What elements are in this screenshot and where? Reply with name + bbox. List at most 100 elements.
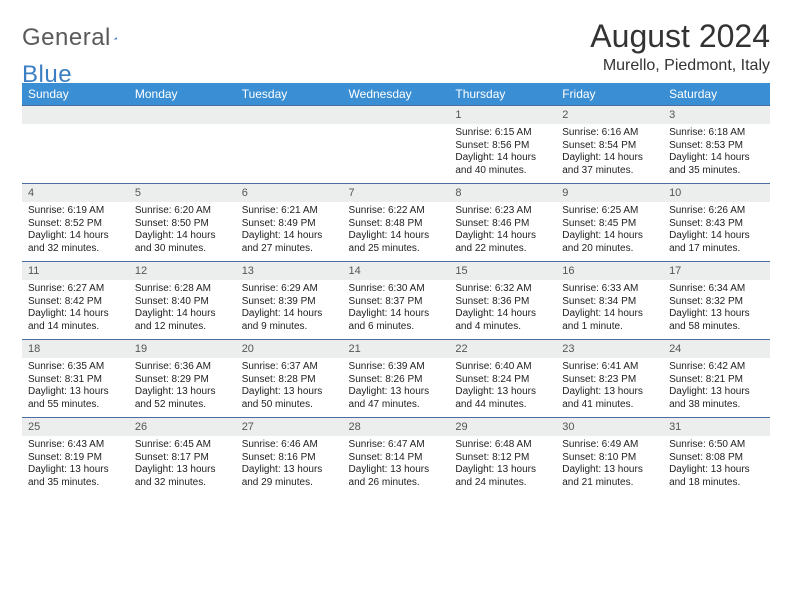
day-info: Sunrise: 6:27 AMSunset: 8:42 PMDaylight:…: [22, 280, 129, 339]
day-info-line: and 12 minutes.: [135, 321, 230, 334]
day-number: 3: [663, 105, 770, 124]
day-info-line: Sunrise: 6:22 AM: [349, 205, 444, 218]
day-info-line: Sunrise: 6:23 AM: [455, 205, 550, 218]
day-info-line: and 58 minutes.: [669, 321, 764, 334]
day-info-line: Sunset: 8:19 PM: [28, 452, 123, 465]
calendar-day-cell: 1Sunrise: 6:15 AMSunset: 8:56 PMDaylight…: [449, 105, 556, 183]
calendar-day-cell: [236, 105, 343, 183]
day-info-line: Sunrise: 6:49 AM: [562, 439, 657, 452]
day-info-line: Sunrise: 6:26 AM: [669, 205, 764, 218]
calendar-day-cell: [129, 105, 236, 183]
day-info-line: and 47 minutes.: [349, 399, 444, 412]
day-info: Sunrise: 6:22 AMSunset: 8:48 PMDaylight:…: [343, 202, 450, 261]
day-info-line: and 1 minute.: [562, 321, 657, 334]
calendar-day-cell: 12Sunrise: 6:28 AMSunset: 8:40 PMDayligh…: [129, 261, 236, 339]
day-info-line: Daylight: 14 hours: [349, 308, 444, 321]
day-info-line: Daylight: 14 hours: [242, 230, 337, 243]
calendar-day-cell: 25 Sunrise: 6:43 AMSunset: 8:19 PMDayligh…: [22, 417, 129, 495]
day-info-line: Daylight: 14 hours: [562, 308, 657, 321]
calendar-day-cell: [343, 105, 450, 183]
day-info-line: Daylight: 14 hours: [28, 230, 123, 243]
day-number: [236, 105, 343, 124]
day-info-line: Sunrise: 6:18 AM: [669, 127, 764, 140]
day-info-line: and 41 minutes.: [562, 399, 657, 412]
day-info-line: Daylight: 13 hours: [669, 464, 764, 477]
logo: General: [22, 18, 138, 52]
day-info-line: Daylight: 13 hours: [562, 386, 657, 399]
day-info-line: Daylight: 13 hours: [669, 308, 764, 321]
day-info-line: and 32 minutes.: [28, 243, 123, 256]
calendar-day-cell: 5Sunrise: 6:20 AMSunset: 8:50 PMDaylight…: [129, 183, 236, 261]
day-info-line: Daylight: 13 hours: [28, 464, 123, 477]
day-info-line: Sunset: 8:49 PM: [242, 218, 337, 231]
day-info-line: and 55 minutes.: [28, 399, 123, 412]
day-number: 13: [236, 261, 343, 280]
day-number: 22: [449, 339, 556, 358]
day-info-line: Daylight: 13 hours: [28, 386, 123, 399]
calendar-day-cell: 6Sunrise: 6:21 AMSunset: 8:49 PMDaylight…: [236, 183, 343, 261]
day-info: Sunrise: 6:36 AMSunset: 8:29 PMDaylight:…: [129, 358, 236, 417]
calendar-day-cell: 30Sunrise: 6:49 AMSunset: 8:10 PMDayligh…: [556, 417, 663, 495]
day-info: [343, 124, 450, 181]
day-info-line: and 32 minutes.: [135, 477, 230, 490]
day-info-line: Daylight: 14 hours: [669, 230, 764, 243]
calendar-day-cell: 24Sunrise: 6:42 AMSunset: 8:21 PMDayligh…: [663, 339, 770, 417]
day-info-line: and 38 minutes.: [669, 399, 764, 412]
day-info-line: Sunrise: 6:15 AM: [455, 127, 550, 140]
day-info-line: Sunrise: 6:42 AM: [669, 361, 764, 374]
day-number: 23: [556, 339, 663, 358]
day-info-line: Sunset: 8:52 PM: [28, 218, 123, 231]
calendar-day-cell: 7Sunrise: 6:22 AMSunset: 8:48 PMDaylight…: [343, 183, 450, 261]
day-info-line: and 4 minutes.: [455, 321, 550, 334]
logo-text-blue: Blue: [22, 61, 72, 89]
day-number: 12: [129, 261, 236, 280]
day-number: 8: [449, 183, 556, 202]
day-info: Sunrise: 6:33 AMSunset: 8:34 PMDaylight:…: [556, 280, 663, 339]
day-number: 27: [236, 417, 343, 436]
calendar-day-cell: 29Sunrise: 6:48 AMSunset: 8:12 PMDayligh…: [449, 417, 556, 495]
day-info-line: Sunset: 8:40 PM: [135, 296, 230, 309]
day-info-line: Daylight: 13 hours: [562, 464, 657, 477]
day-info-line: and 50 minutes.: [242, 399, 337, 412]
day-info-line: and 37 minutes.: [562, 165, 657, 178]
day-number: 24: [663, 339, 770, 358]
day-number: 16: [556, 261, 663, 280]
day-info-line: Sunset: 8:14 PM: [349, 452, 444, 465]
day-number: 29: [449, 417, 556, 436]
day-number: 25: [22, 417, 129, 436]
calendar-day-cell: 14Sunrise: 6:30 AMSunset: 8:37 PMDayligh…: [343, 261, 450, 339]
day-info-line: Sunrise: 6:43 AM: [28, 439, 123, 452]
day-info-line: Sunset: 8:34 PM: [562, 296, 657, 309]
calendar-day-cell: [22, 105, 129, 183]
title-block: August 2024 Murello, Piedmont, Italy: [590, 18, 770, 75]
day-info: Sunrise: 6:28 AMSunset: 8:40 PMDaylight:…: [129, 280, 236, 339]
day-info: Sunrise: 6:32 AMSunset: 8:36 PMDaylight:…: [449, 280, 556, 339]
day-info-line: and 14 minutes.: [28, 321, 123, 334]
day-number: [343, 105, 450, 124]
day-info-line: Sunrise: 6:28 AM: [135, 283, 230, 296]
dow-thursday: Thursday: [449, 83, 556, 105]
day-info: Sunrise: 6:47 AMSunset: 8:14 PMDaylight:…: [343, 436, 450, 495]
day-info-line: and 6 minutes.: [349, 321, 444, 334]
day-info-line: Sunrise: 6:20 AM: [135, 205, 230, 218]
day-info: Sunrise: 6:19 AMSunset: 8:52 PMDaylight:…: [22, 202, 129, 261]
day-of-week-row: Sunday Monday Tuesday Wednesday Thursday…: [22, 83, 770, 105]
day-info-line: Sunrise: 6:46 AM: [242, 439, 337, 452]
calendar-day-cell: 16Sunrise: 6:33 AMSunset: 8:34 PMDayligh…: [556, 261, 663, 339]
day-info-line: Sunrise: 6:29 AM: [242, 283, 337, 296]
calendar-day-cell: 8Sunrise: 6:23 AMSunset: 8:46 PMDaylight…: [449, 183, 556, 261]
day-number: 10: [663, 183, 770, 202]
day-info-line: Sunrise: 6:33 AM: [562, 283, 657, 296]
day-info-line: Daylight: 14 hours: [669, 152, 764, 165]
day-info: Sunrise: 6:23 AMSunset: 8:46 PMDaylight:…: [449, 202, 556, 261]
day-info: Sunrise: 6:15 AMSunset: 8:56 PMDaylight:…: [449, 124, 556, 183]
day-info-line: and 27 minutes.: [242, 243, 337, 256]
day-info-line: Sunrise: 6:50 AM: [669, 439, 764, 452]
calendar-day-cell: 28Sunrise: 6:47 AMSunset: 8:14 PMDayligh…: [343, 417, 450, 495]
day-info-line: Daylight: 13 hours: [455, 386, 550, 399]
day-info-line: Daylight: 13 hours: [242, 464, 337, 477]
day-info-line: Daylight: 13 hours: [669, 386, 764, 399]
day-info-line: Sunrise: 6:35 AM: [28, 361, 123, 374]
day-info-line: Sunrise: 6:21 AM: [242, 205, 337, 218]
calendar-table: Sunday Monday Tuesday Wednesday Thursday…: [22, 83, 770, 495]
